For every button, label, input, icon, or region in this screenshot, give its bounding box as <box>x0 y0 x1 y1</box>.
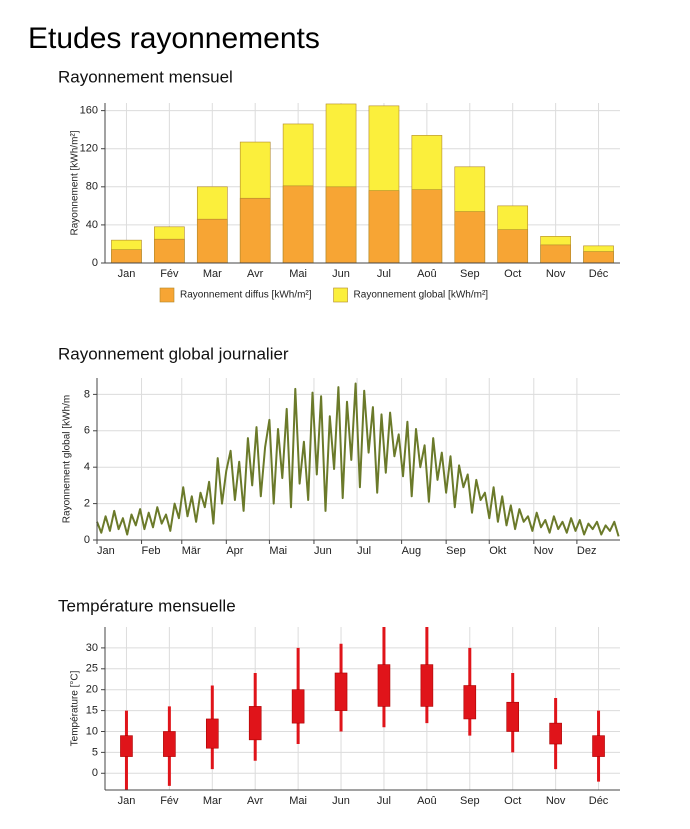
x-tick-label: Sep <box>446 545 466 557</box>
x-tick-label: Oct <box>504 268 521 280</box>
range-box <box>291 689 305 724</box>
y-tick-label: 8 <box>84 388 90 400</box>
x-tick-label: Jun <box>314 545 332 557</box>
y-tick-label: 4 <box>84 461 90 473</box>
range-box <box>334 672 348 711</box>
x-tick-label: Nov <box>534 545 554 557</box>
x-tick-label: Jun <box>332 268 350 280</box>
legend-label: Rayonnement global [kWh/m²] <box>354 290 489 301</box>
range-box <box>463 685 477 720</box>
legend-swatch <box>159 287 175 303</box>
x-tick-label: Dez <box>577 545 597 557</box>
bar <box>239 197 271 264</box>
y-tick-label: 15 <box>86 704 98 716</box>
legend-label: Rayonnement diffus [kWh/m²] <box>180 290 312 301</box>
range-box <box>248 706 262 741</box>
y-tick-label: 40 <box>86 219 98 231</box>
x-tick-label: Apr <box>226 545 243 557</box>
x-tick-label: Feb <box>142 545 161 557</box>
x-tick-label: Mai <box>289 795 307 807</box>
y-tick-label: 0 <box>84 534 90 546</box>
range-box <box>592 735 605 757</box>
x-tick-label: Jan <box>97 545 115 557</box>
y-tick-label: 6 <box>84 425 90 437</box>
bar <box>154 238 185 264</box>
y-tick-label: 20 <box>86 684 98 696</box>
x-tick-label: Mar <box>203 795 222 807</box>
y-tick-label: 10 <box>86 725 98 737</box>
x-tick-label: Aug <box>402 545 422 557</box>
x-tick-label: Okt <box>489 545 506 557</box>
chart-title: Rayonnement global journalier <box>58 344 289 363</box>
range-box <box>549 722 562 745</box>
y-tick-label: 5 <box>92 746 98 758</box>
y-tick-label: 0 <box>92 767 98 779</box>
y-tick-label: 30 <box>86 642 98 654</box>
x-tick-label: Mai <box>289 268 307 280</box>
y-axis-label: Rayonnement global [kWh/m <box>62 395 73 523</box>
x-tick-label: Jun <box>332 795 350 807</box>
x-tick-label: Aoû <box>417 268 437 280</box>
range-box <box>506 701 520 732</box>
bar <box>454 211 486 264</box>
y-tick-label: 0 <box>92 257 98 269</box>
x-tick-label: Jan <box>118 268 136 280</box>
x-tick-label: Oct <box>504 795 521 807</box>
x-tick-label: Avr <box>247 795 264 807</box>
y-axis-label: Température [°C] <box>70 670 81 746</box>
page-title: Etudes rayonnements <box>28 22 320 55</box>
y-tick-label: 80 <box>86 181 98 193</box>
range-box <box>420 664 434 707</box>
bar <box>540 244 571 264</box>
x-tick-label: Déc <box>589 268 609 280</box>
line <box>96 382 620 537</box>
bar <box>497 229 529 264</box>
bar <box>111 249 142 264</box>
x-tick-label: Sep <box>460 795 480 807</box>
x-tick-label: Jul <box>357 545 371 557</box>
bar <box>411 189 443 264</box>
chart-title: Rayonnement mensuel <box>58 67 233 86</box>
range-box <box>377 664 391 707</box>
bar <box>196 218 228 264</box>
y-tick-label: 25 <box>86 663 98 675</box>
x-tick-label: Nov <box>546 795 566 807</box>
x-tick-label: Fév <box>160 795 179 807</box>
y-tick-label: 160 <box>80 105 98 117</box>
range-box <box>120 735 133 757</box>
x-tick-label: Sep <box>460 268 480 280</box>
x-tick-label: Fév <box>160 268 179 280</box>
y-axis-label: Rayonnement [kWh/m²] <box>70 130 81 235</box>
legend-swatch <box>333 287 348 303</box>
x-tick-label: Jul <box>377 268 391 280</box>
y-tick-label: 2 <box>84 498 90 510</box>
x-tick-label: Déc <box>589 795 609 807</box>
x-tick-label: Avr <box>247 268 264 280</box>
bar <box>325 186 357 264</box>
bar <box>368 190 400 264</box>
x-tick-label: Mar <box>203 268 222 280</box>
range-box <box>205 718 219 749</box>
x-tick-label: Jul <box>377 795 391 807</box>
x-tick-label: Mär <box>182 545 201 557</box>
range-box <box>163 731 176 757</box>
bar <box>583 251 614 264</box>
x-tick-label: Nov <box>546 268 566 280</box>
x-tick-label: Aoû <box>417 795 437 807</box>
y-tick-label: 120 <box>80 143 98 155</box>
chart-title: Température mensuelle <box>58 596 236 615</box>
x-tick-label: Mai <box>269 545 287 557</box>
x-tick-label: Jan <box>118 795 136 807</box>
bar <box>282 185 314 264</box>
